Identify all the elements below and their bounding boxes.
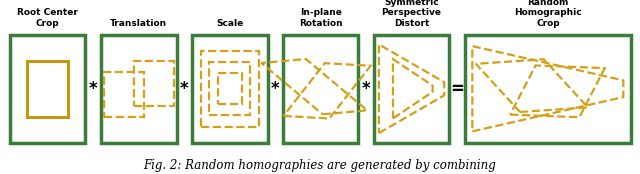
Text: Root Center
Crop: Root Center Crop [17,9,78,28]
Bar [218,73,242,104]
Text: Translation: Translation [110,19,168,28]
Text: *: * [362,80,371,98]
Text: In-plane
Rotation: In-plane Rotation [299,9,342,28]
Text: *: * [271,80,280,98]
Bar [101,35,177,143]
Text: Symmetric
Perspective
Distort: Symmetric Perspective Distort [381,0,442,28]
Bar [374,35,449,143]
Text: Random
Homographic
Crop: Random Homographic Crop [514,0,582,28]
Bar [104,72,143,117]
Bar [209,62,250,116]
Text: Fig. 2: Random homographies are generated by combining: Fig. 2: Random homographies are generate… [143,159,497,172]
Bar [10,35,85,143]
Text: =: = [450,80,464,98]
Bar [200,51,259,127]
Bar [283,35,358,143]
Text: *: * [180,80,189,98]
Text: Scale: Scale [216,19,243,28]
Text: *: * [89,80,97,98]
Bar [465,35,631,143]
Bar [27,61,68,117]
Bar [134,61,174,106]
Bar [192,35,268,143]
